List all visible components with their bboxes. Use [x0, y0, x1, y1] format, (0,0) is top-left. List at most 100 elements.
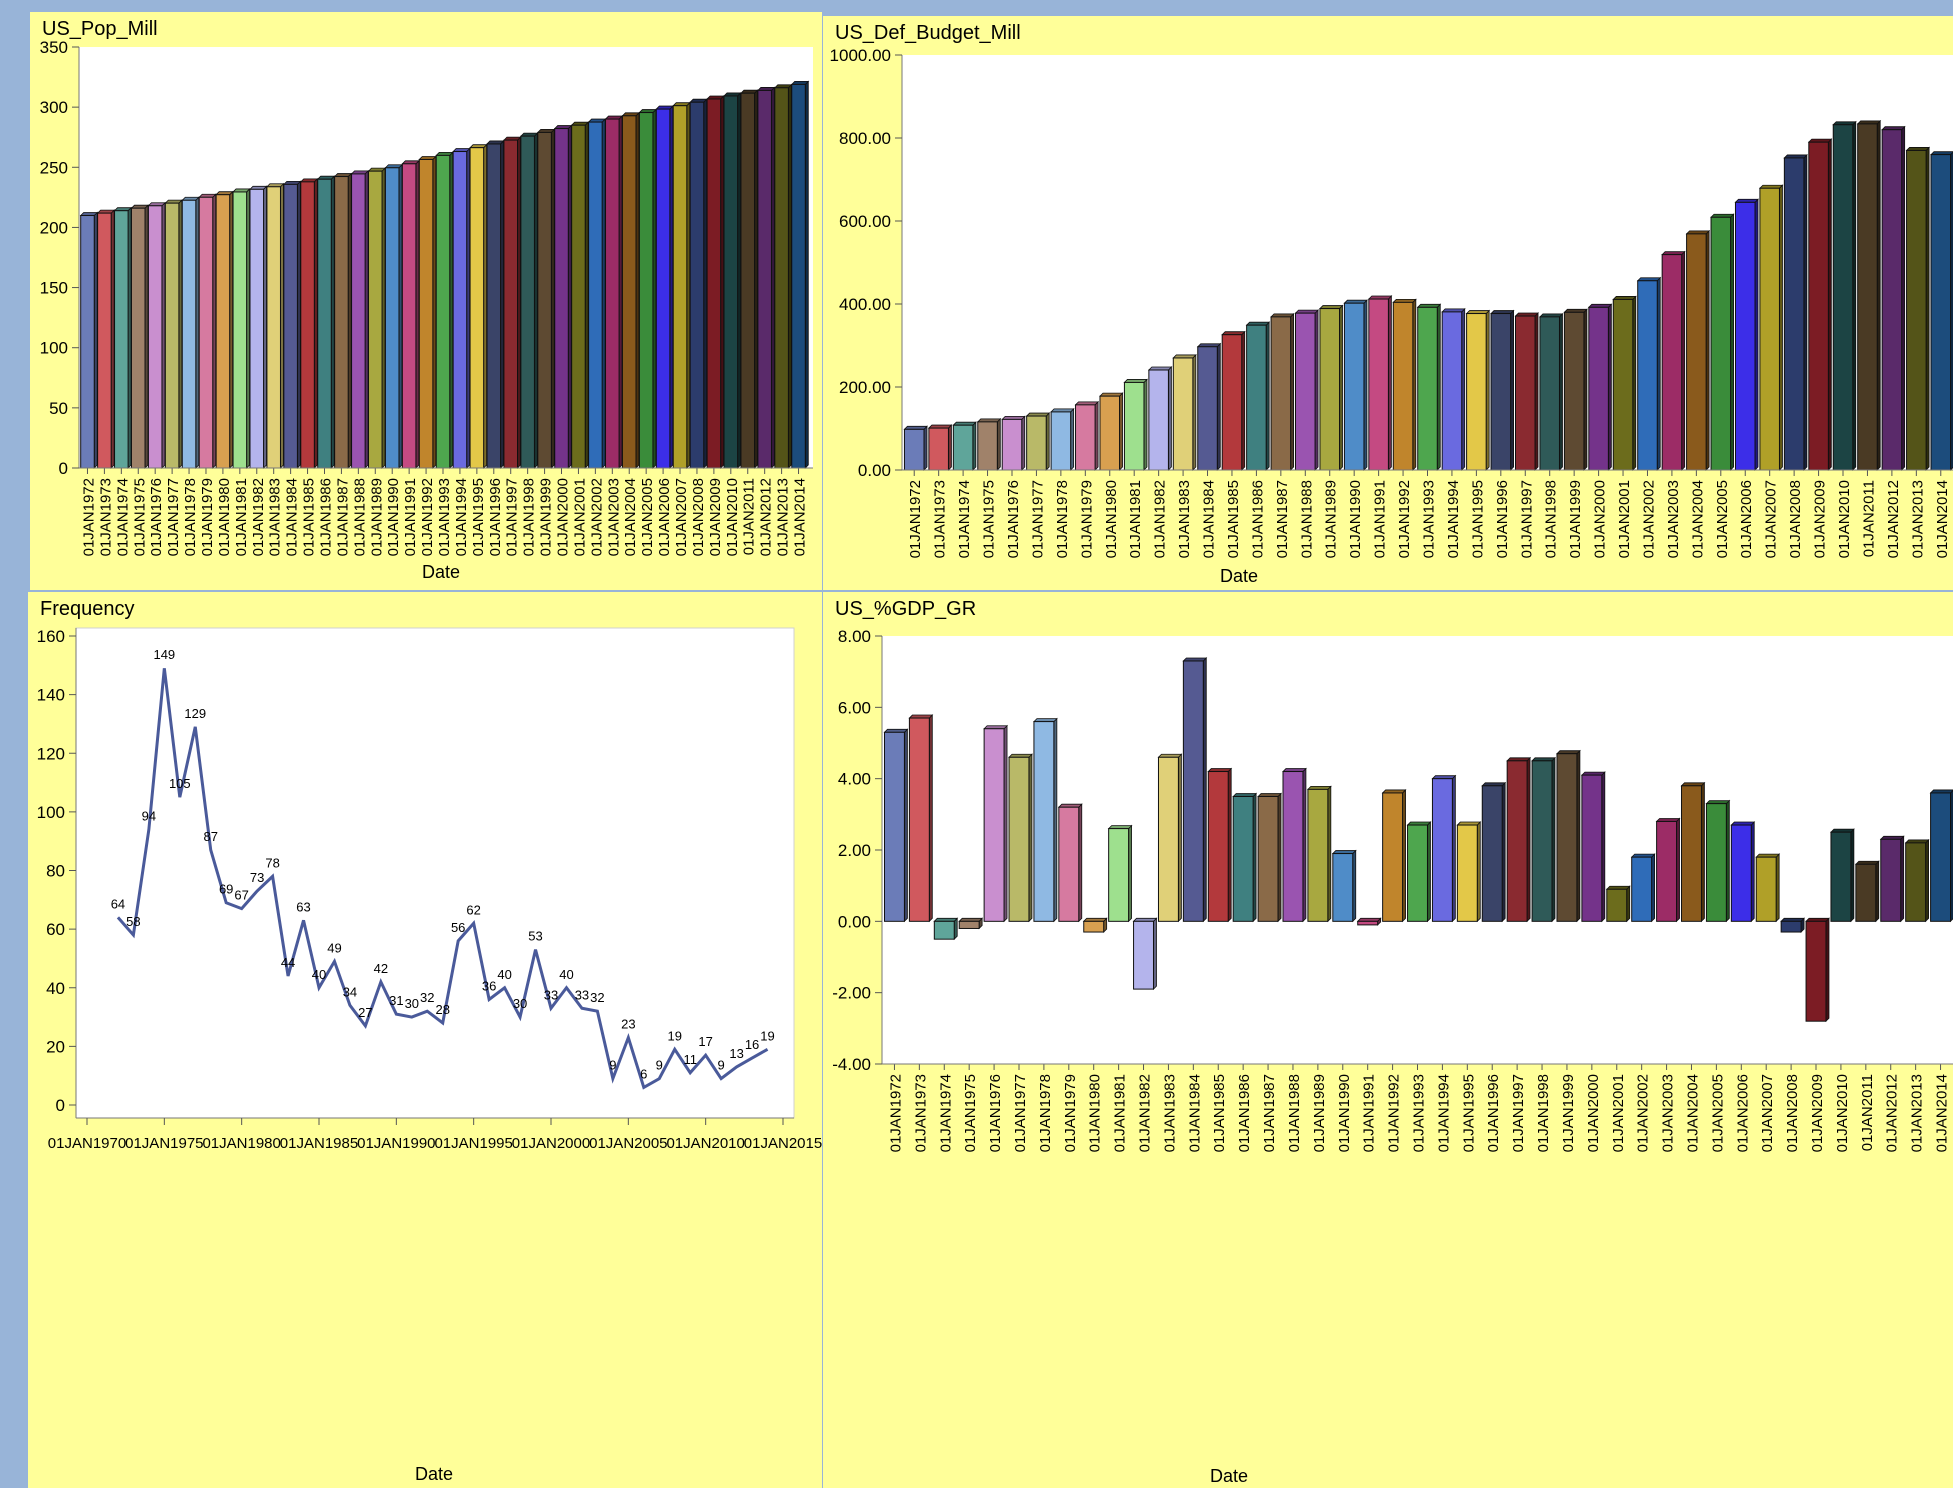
frequency-chart-panel: Frequency 0 20 40 60 80 100 120 140 160 01JAN1970…	[28, 592, 822, 1488]
x-tick-label: 01JAN1998	[1543, 480, 1560, 558]
bar	[1441, 311, 1463, 471]
bar	[903, 428, 925, 471]
y-tick-label: 200	[40, 218, 68, 237]
x-tick-label: 01JAN1980	[202, 1135, 280, 1152]
bar	[1930, 154, 1952, 471]
x-tick-label: 01JAN1972	[80, 478, 97, 556]
bar	[1783, 157, 1805, 471]
bar	[1490, 313, 1512, 471]
x-tick-label: 01JAN2002	[1640, 480, 1657, 558]
x-tick-label: 01JAN2006	[656, 478, 673, 556]
bar	[706, 98, 722, 469]
x-tick-label: 01JAN1974	[956, 480, 973, 558]
y-tick-label: 100	[40, 339, 68, 358]
x-tick-label: 01JAN1979	[1078, 480, 1095, 558]
x-tick-label: 01JAN1987	[1261, 1074, 1278, 1152]
x-tick-label: 01JAN2001	[1610, 1074, 1627, 1152]
bar	[1319, 308, 1341, 471]
bar	[1332, 853, 1354, 922]
x-tick-label: 01JAN1976	[148, 478, 165, 556]
bar	[1755, 856, 1777, 922]
y-tick-label: 200.00	[839, 378, 891, 397]
bar	[1108, 828, 1130, 922]
data-label: 42	[374, 961, 388, 976]
x-tick-label: 01JAN2010	[666, 1135, 744, 1152]
bar	[1148, 369, 1169, 471]
x-tick-label: 01JAN1991	[1361, 1074, 1378, 1152]
bar	[928, 427, 949, 471]
data-label: 33	[544, 987, 558, 1002]
bar	[1805, 920, 1827, 1022]
data-label: 27	[358, 1005, 372, 1020]
data-label: 49	[327, 940, 341, 955]
gdp-bar-chart: -4.00 -2.00 0.00 2.00 4.00 6.00 8.00 01JAN1972 0…	[832, 627, 1953, 1486]
bar	[147, 205, 163, 469]
x-tick-label: 01JAN1986	[317, 478, 334, 556]
bar	[977, 421, 998, 471]
bar	[1282, 771, 1304, 922]
bar	[1001, 418, 1023, 471]
bar	[435, 154, 451, 469]
x-tick-label: 01JAN1998	[521, 478, 538, 556]
x-tick-label: 01JAN1985	[301, 478, 318, 556]
x-tick-label: 01JAN1995	[434, 1135, 512, 1152]
x-tick-label: 01JAN1984	[284, 478, 301, 556]
x-tick-label: 01JAN1990	[1336, 1074, 1353, 1152]
bar	[638, 112, 654, 469]
bar	[621, 115, 637, 469]
x-tick-label: 01JAN1997	[504, 478, 521, 556]
y-tick-label: 120	[37, 744, 65, 763]
y-tick-label: 1000.00	[830, 46, 891, 65]
bar	[1830, 831, 1852, 922]
x-tick-label: 01JAN1980	[1087, 1074, 1104, 1152]
bar	[1734, 201, 1756, 471]
bar	[908, 717, 930, 922]
y-tick-label: 0.00	[858, 461, 891, 480]
x-tick-label: 01JAN2005	[1714, 480, 1731, 558]
x-tick-label: 01JAN1976	[987, 1074, 1004, 1152]
bar	[418, 158, 434, 469]
bar	[80, 215, 95, 469]
x-tick-label: 01JAN1975	[131, 478, 148, 556]
x-tick-label: 01JAN1982	[250, 478, 267, 556]
y-tick-label: 40	[46, 979, 65, 998]
y-tick-label: 300	[40, 98, 68, 117]
x-axis-title: Date	[1210, 1466, 1248, 1486]
x-tick-label: 01JAN2000	[512, 1135, 590, 1152]
bar	[983, 728, 1005, 922]
x-tick-label: 01JAN2011	[1860, 480, 1877, 557]
bar	[232, 191, 248, 469]
bar	[1730, 824, 1752, 922]
bar	[1368, 298, 1389, 471]
x-tick-label: 01JAN1979	[199, 478, 216, 556]
x-tick-label: 01JAN1974	[114, 478, 131, 556]
x-tick-label: 01JAN1995	[470, 478, 487, 556]
x-tick-label: 01JAN1987	[334, 478, 351, 556]
x-tick-label: 01JAN2003	[1660, 1074, 1677, 1152]
y-tick-label: 160	[37, 627, 65, 646]
pop-chart-panel: US_Pop_Mill 0 50 100 150 200 250 300 350 01JAN19…	[30, 12, 822, 590]
x-tick-label: 01JAN2001	[1616, 480, 1633, 558]
x-tick-label: 01JAN2004	[1684, 1074, 1701, 1152]
x-tick-label: 01JAN1995	[1469, 480, 1486, 558]
y-tick-label: 140	[37, 686, 65, 705]
data-label: 34	[343, 984, 357, 999]
bar	[1357, 920, 1379, 926]
bar	[1246, 324, 1267, 471]
bar	[1197, 346, 1218, 471]
y-tick-label: 100	[37, 803, 65, 822]
data-label: 44	[281, 955, 295, 970]
x-tick-label: 01JAN1989	[1311, 1074, 1328, 1152]
y-tick-label: 250	[40, 158, 68, 177]
data-label: 9	[656, 1058, 663, 1073]
bar	[605, 118, 620, 469]
y-tick-label: 6.00	[838, 698, 871, 717]
data-label: 40	[559, 967, 573, 982]
defense-chart-title: US_Def_Budget_Mill	[835, 22, 1021, 44]
x-tick-label: 01JAN2005	[589, 1135, 667, 1152]
x-tick-label: 01JAN1983	[1161, 1074, 1178, 1152]
bar	[351, 173, 366, 469]
x-tick-label: 01JAN2003	[1665, 480, 1682, 558]
x-tick-label: 01JAN2005	[639, 478, 656, 556]
bar	[571, 124, 586, 469]
